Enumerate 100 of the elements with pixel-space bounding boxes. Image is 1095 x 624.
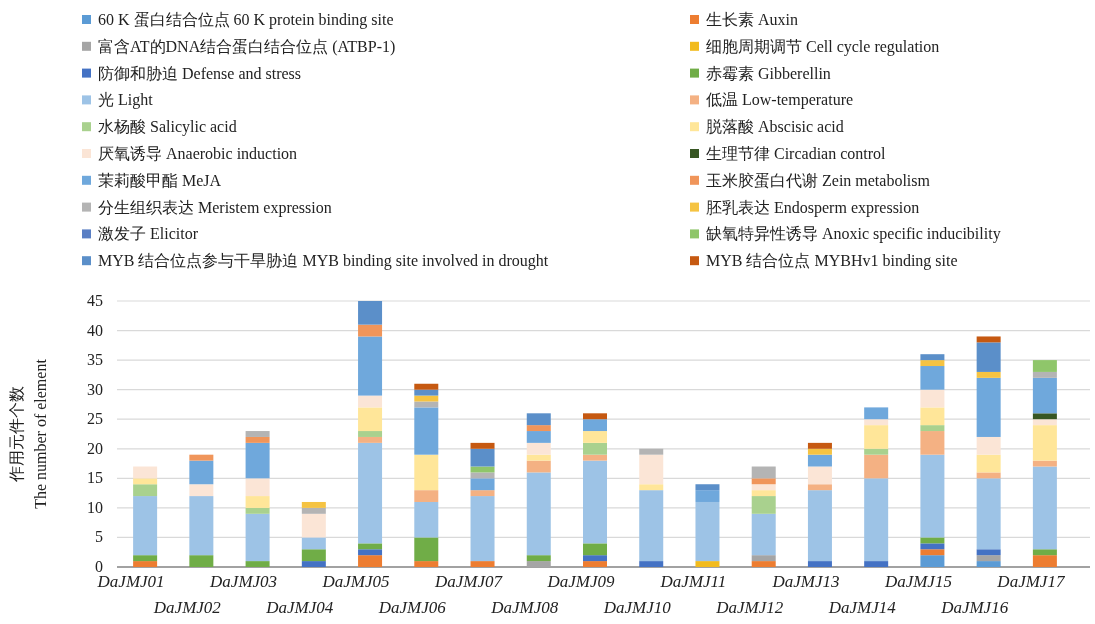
bar [189, 555, 214, 567]
bar [470, 496, 495, 562]
legend-label: 茉莉酸甲酯 MeJA [98, 171, 222, 189]
bar [245, 478, 270, 497]
bar [976, 377, 1001, 437]
bar [526, 561, 551, 567]
legend-label: 赤霉素 Gibberellin [706, 64, 831, 82]
bar [358, 324, 383, 337]
bar [751, 490, 776, 497]
bar [807, 466, 832, 485]
bar [583, 442, 607, 455]
bar [976, 561, 1001, 567]
bar [1032, 425, 1057, 461]
bar [526, 442, 551, 455]
legend-label: MYB 结合位点参与干旱胁迫 MYB binding site involved in drought [98, 252, 549, 271]
x-tick-label: DaJMJ15 [883, 572, 952, 591]
bar [1032, 360, 1057, 372]
bar [751, 513, 776, 556]
x-tick-label: DaJMJ09 [546, 572, 616, 591]
legend-label: 细胞周期调节 Cell cycle regulation [706, 37, 940, 56]
bar [526, 472, 551, 556]
y-axis-title: 作用元件个数 The number of element [8, 358, 49, 509]
y-tick-label: 10 [87, 498, 103, 516]
bar [920, 549, 945, 556]
y-tick-label: 20 [87, 439, 103, 457]
x-tick-label: DaJMJ01 [96, 572, 165, 591]
bar [695, 561, 720, 567]
bar [976, 549, 1001, 556]
bar [189, 484, 214, 497]
bar [583, 431, 607, 443]
x-tick-label: DaJMJ16 [940, 598, 1009, 617]
bar [976, 371, 1001, 378]
x-tick-label: DaJMJ04 [265, 598, 334, 617]
bar [920, 431, 945, 455]
bar [864, 448, 889, 455]
legend-label: 防御和胁迫 Defense and stress [98, 64, 302, 82]
bar [807, 490, 832, 562]
x-tick-label: DaJMJ08 [490, 598, 559, 617]
bar [920, 360, 945, 367]
bar [976, 454, 1001, 473]
y-tick-label: 15 [87, 469, 103, 487]
bar [245, 507, 270, 514]
bar [189, 496, 214, 556]
bar [133, 478, 158, 485]
bar [976, 436, 1001, 455]
y-tick-label: 0 [95, 558, 103, 575]
bar [920, 366, 945, 390]
bar [807, 561, 832, 567]
bar [864, 454, 889, 479]
bar [976, 342, 1001, 372]
bar [751, 555, 776, 562]
bar [976, 555, 1001, 562]
bar [526, 555, 551, 562]
bar [301, 537, 326, 550]
bar [583, 561, 607, 567]
y-tick-label: 5 [95, 528, 103, 546]
bar [1032, 549, 1057, 556]
bar [245, 496, 270, 508]
legend-label: 缺氧特异性诱导 Anoxic specific inducibility [706, 225, 1001, 244]
bar [976, 472, 1001, 479]
bar [583, 555, 607, 562]
bar [245, 513, 270, 562]
bar [920, 454, 945, 538]
bar [695, 484, 720, 491]
bar [639, 490, 664, 562]
legend-label: 激发子 Elicitor [98, 225, 199, 243]
legend-label: MYB 结合位点 MYBHv1 binding site [706, 252, 958, 271]
bar [920, 354, 945, 361]
bar [864, 478, 889, 562]
legend-label: 厌氧诱导 Anaerobic induction [98, 145, 298, 162]
bar [1032, 377, 1057, 414]
bar [583, 413, 607, 420]
bar [358, 555, 383, 567]
bar [414, 501, 439, 538]
bar [583, 419, 607, 432]
bar [358, 436, 383, 443]
y-tick-label: 25 [87, 410, 103, 428]
bar [920, 555, 945, 567]
bar [751, 496, 776, 514]
bar [807, 454, 832, 467]
bar [358, 543, 383, 550]
bar [695, 490, 720, 502]
bar [189, 460, 214, 485]
bar [358, 301, 383, 325]
bar [864, 419, 889, 426]
bar [245, 436, 270, 443]
bar [414, 454, 439, 491]
y-tick-label: 40 [87, 321, 103, 339]
bar [1032, 460, 1057, 467]
bar [864, 561, 889, 567]
bar [245, 442, 270, 479]
bar [1032, 371, 1057, 378]
bar [301, 501, 326, 508]
bar [639, 448, 664, 455]
legend-label: 水杨酸 Salicylic acid [98, 118, 237, 137]
bar [526, 431, 551, 443]
legend-label: 低温 Low-temperature [706, 91, 854, 110]
bar [133, 484, 158, 497]
bar [526, 460, 551, 473]
bar [1032, 419, 1057, 426]
